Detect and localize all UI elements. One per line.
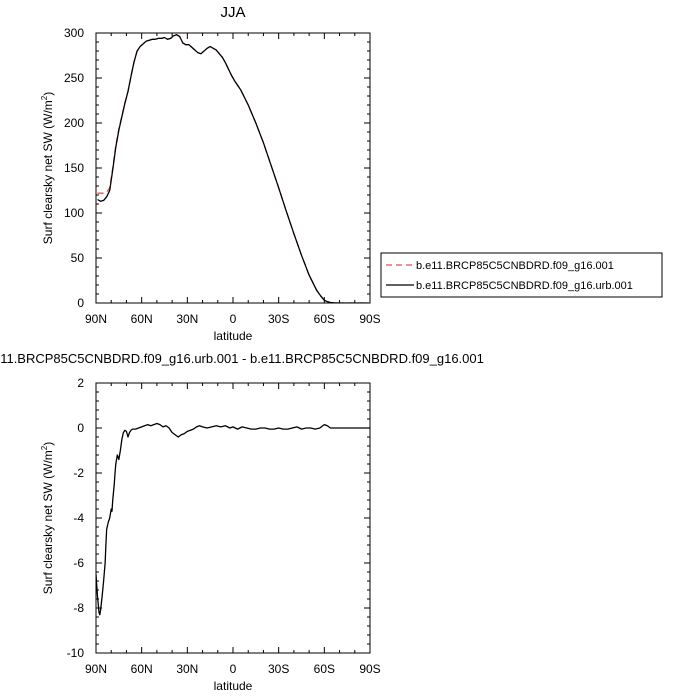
y-axis-label: Surf clearsky net SW (W/m2) [40, 442, 55, 594]
x-tick-label: 60S [314, 312, 335, 326]
series-line-0 [97, 34, 369, 303]
y-tick-label: -6 [73, 556, 84, 570]
x-axis-label: latitude [214, 329, 253, 343]
x-tick-label: 90S [359, 662, 380, 676]
series-line-1 [97, 34, 369, 303]
x-tick-label: 0 [230, 312, 237, 326]
legend-label-0: b.e11.BRCP85C5CNBDRD.f09_g16.001 [416, 260, 614, 272]
y-tick-label: 100 [64, 206, 84, 220]
y-axis-label-main: Surf clearsky net SW (W/m [41, 450, 55, 594]
x-tick-label: 90N [85, 312, 107, 326]
x-tick-label: 60N [131, 312, 153, 326]
x-tick-label: 30S [268, 662, 289, 676]
plot-frame [95, 382, 371, 654]
x-tick-label: 60N [131, 662, 153, 676]
x-tick-label: 30N [176, 662, 198, 676]
y-tick-label: 300 [64, 26, 84, 40]
bottom-panel: b.e11.BRCP85C5CNBDRD.f09_g16.urb.001 - b… [0, 351, 484, 693]
top-panel: JJA 90N 60N 30N 0 30S 60S 90S 0 50 100 150 200 250 300… [40, 4, 381, 343]
x-tick-label: 60S [314, 662, 335, 676]
y-tick-label: -2 [73, 466, 84, 480]
legend-box [380, 252, 663, 298]
y-tick-label: 200 [64, 116, 84, 130]
y-axis-label: Surf clearsky net SW (W/m2) [40, 92, 55, 244]
series-line-0 [96, 422, 370, 616]
y-axis-label-sup: 2 [40, 445, 49, 450]
y-tick-label: -4 [73, 511, 84, 525]
y-tick-label: 2 [77, 376, 84, 390]
y-tick-label: 0 [77, 421, 84, 435]
x-tick-label: 30S [268, 312, 289, 326]
chart-title: b.e11.BRCP85C5CNBDRD.f09_g16.urb.001 - b… [0, 351, 484, 366]
y-tick-label: 0 [77, 296, 84, 310]
x-tick-label: 90N [85, 662, 107, 676]
x-tick-label: 0 [230, 662, 237, 676]
y-tick-label: 250 [64, 71, 84, 85]
x-tick-label: 90S [359, 312, 380, 326]
legend: b.e11.BRCP85C5CNBDRD.f09_g16.001 b.e11.BR… [380, 252, 663, 298]
y-axis-label-end: ) [41, 442, 55, 446]
y-axis-label-main: Surf clearsky net SW (W/m [41, 100, 55, 244]
y-tick-label: 50 [71, 251, 85, 265]
y-axis-label-end: ) [41, 92, 55, 96]
y-tick-label: -10 [67, 646, 85, 660]
x-tick-label: 30N [176, 312, 198, 326]
y-tick-label: -8 [73, 601, 84, 615]
plot-frame [95, 32, 371, 304]
legend-label-1: b.e11.BRCP85C5CNBDRD.f09_g16.urb.001 [416, 280, 633, 292]
x-axis-label: latitude [214, 679, 253, 693]
y-tick-label: 150 [64, 161, 84, 175]
y-axis-label-sup: 2 [40, 95, 49, 100]
chart-title: JJA [220, 4, 245, 21]
